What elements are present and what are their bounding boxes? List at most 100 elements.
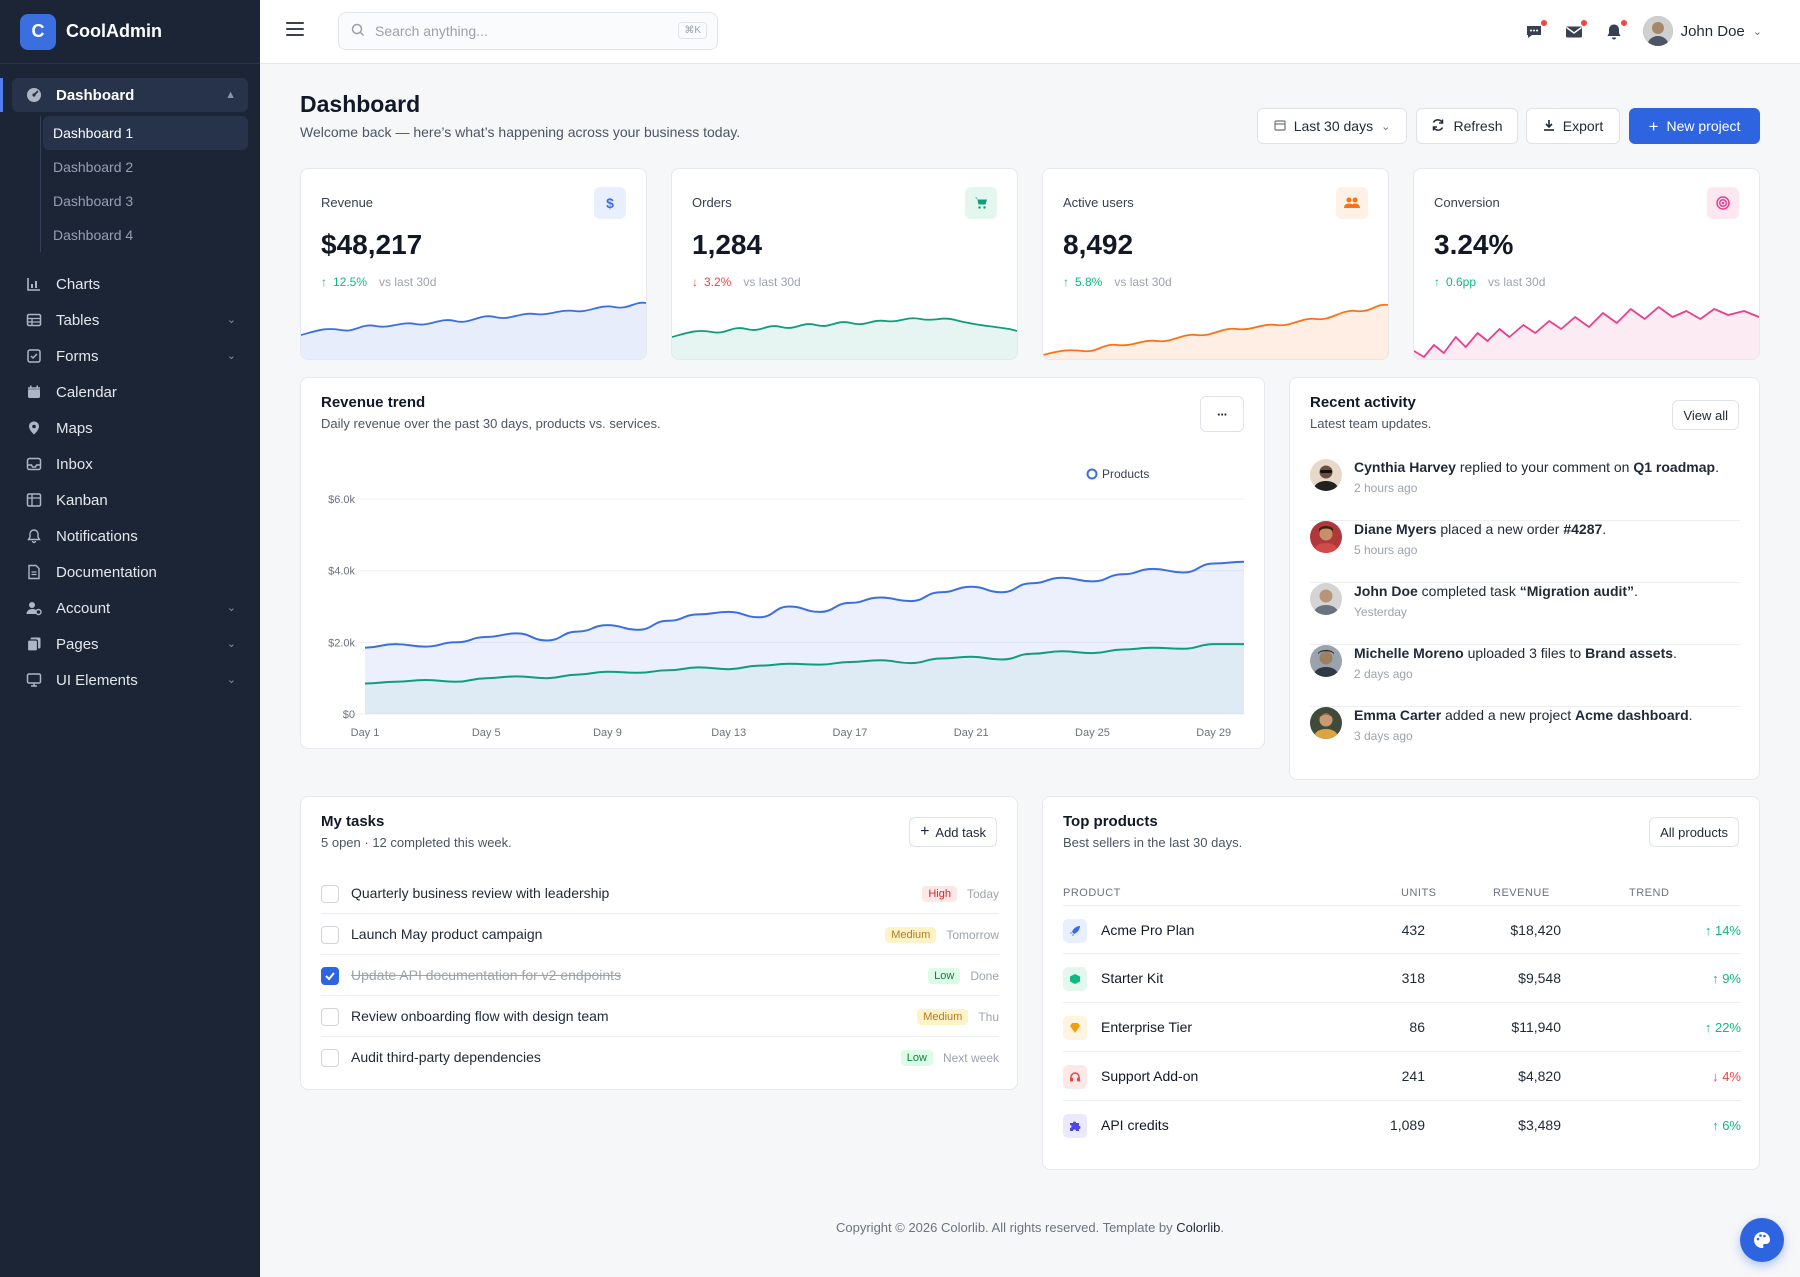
x-tick-label: Day 29 <box>1196 727 1231 739</box>
mail-icon[interactable] <box>1564 19 1588 42</box>
sidebar-subitem-dashboard-1[interactable]: Dashboard 1 <box>43 116 248 150</box>
card-subtitle: 5 open · 12 completed this week. <box>321 835 512 850</box>
activity-time: 5 hours ago <box>1354 543 1418 557</box>
sidebar-item-forms[interactable]: Forms ⌄ <box>0 338 260 374</box>
priority-badge: Medium <box>885 927 937 943</box>
table-row[interactable]: Enterprise Tier 86 $11,940 ↑ 22% <box>1063 1003 1741 1052</box>
kanban-icon <box>26 492 42 508</box>
task-checkbox-checked[interactable] <box>321 967 339 985</box>
pages-icon <box>26 636 42 652</box>
task-checkbox[interactable] <box>321 926 339 944</box>
activity-target[interactable]: Acme dashboard <box>1575 707 1689 723</box>
dashboard-submenu: Dashboard 1 Dashboard 2 Dashboard 3 Dash… <box>40 116 248 252</box>
activity-time: 2 hours ago <box>1354 481 1418 495</box>
sidebar-item-tables[interactable]: Tables ⌄ <box>0 302 260 338</box>
activity-text: Cynthia Harvey replied to your comment o… <box>1354 459 1719 475</box>
sidebar-item-label: Notifications <box>56 527 138 545</box>
sidebar-item-pages[interactable]: Pages ⌄ <box>0 626 260 662</box>
user-name: John Doe <box>1680 22 1745 40</box>
menu-toggle-icon[interactable] <box>286 22 304 40</box>
task-due: Next week <box>942 1051 999 1065</box>
task-checkbox[interactable] <box>321 1008 339 1026</box>
card-title: My tasks <box>321 813 385 830</box>
table-row[interactable]: Starter Kit 318 $9,548 ↑ 9% <box>1063 954 1741 1003</box>
activity-item[interactable]: Michelle Moreno uploaded 3 files to Bran… <box>1310 645 1740 707</box>
theme-palette-button[interactable] <box>1740 1218 1784 1262</box>
activity-time: 3 days ago <box>1354 729 1413 743</box>
add-task-label: Add task <box>935 824 986 840</box>
sidebar-item-dashboard[interactable]: Dashboard ▲ <box>0 78 248 112</box>
activity-item[interactable]: Cynthia Harvey replied to your comment o… <box>1310 459 1740 521</box>
refresh-button[interactable]: Refresh <box>1416 108 1518 144</box>
all-products-button[interactable]: All products <box>1649 817 1739 847</box>
chevron-down-icon: ⌄ <box>226 350 236 362</box>
footer: Copyright © 2026 Colorlib. All rights re… <box>260 1220 1800 1235</box>
sidebar-item-label: Forms <box>56 347 99 365</box>
product-trend: ↑ 6% <box>1712 1118 1741 1133</box>
sidebar-subitem-dashboard-4[interactable]: Dashboard 4 <box>53 227 134 243</box>
more-options-button[interactable]: ··· <box>1200 396 1244 432</box>
bell-icon[interactable] <box>1604 19 1628 42</box>
kpi-label: Orders <box>692 195 732 210</box>
sidebar-item-notifications[interactable]: Notifications <box>0 518 260 554</box>
user-menu[interactable]: John Doe ⌄ <box>1642 16 1762 46</box>
check-icon <box>325 972 335 981</box>
activity-target[interactable]: Brand assets <box>1585 645 1674 661</box>
avatar <box>1310 521 1342 553</box>
activity-item[interactable]: Emma Carter added a new project Acme das… <box>1310 707 1740 769</box>
task-checkbox[interactable] <box>321 885 339 903</box>
sidebar-subitem-dashboard-3[interactable]: Dashboard 3 <box>53 193 134 209</box>
view-all-button[interactable]: View all <box>1672 400 1739 430</box>
footer-link[interactable]: Colorlib <box>1176 1220 1221 1235</box>
sidebar-item-maps[interactable]: Maps <box>0 410 260 446</box>
task-checkbox[interactable] <box>321 1049 339 1067</box>
product-name: Starter Kit <box>1101 970 1164 986</box>
new-project-button[interactable]: + New project <box>1629 108 1760 144</box>
kpi-value: 3.24% <box>1434 229 1514 260</box>
product-revenue: $9,548 <box>1518 970 1561 986</box>
activity-end: . <box>1673 645 1677 661</box>
activity-item[interactable]: Diane Myers placed a new order #4287. 5 … <box>1310 521 1740 583</box>
chat-icon[interactable] <box>1524 19 1548 42</box>
task-title: Quarterly business review with leadershi… <box>351 885 610 901</box>
sidebar-item-charts[interactable]: Charts <box>0 266 260 302</box>
kpi-label: Revenue <box>321 195 374 210</box>
product-units: 86 <box>1409 1019 1425 1035</box>
export-button[interactable]: Export <box>1526 108 1620 144</box>
sidebar-item-ui-elements[interactable]: UI Elements ⌄ <box>0 662 260 698</box>
revenue-trend-chart: $0 $2.0k $4.0k $6.0k Day 1 Day 5 Day 9 Day 13 Da… <box>328 467 1245 739</box>
table-row[interactable]: Acme Pro Plan 432 $18,420 ↑ 14% <box>1063 905 1741 954</box>
table-row[interactable]: Support Add-on 241 $4,820 ↓ 4% <box>1063 1052 1741 1101</box>
sidebar-item-inbox[interactable]: Inbox <box>0 446 260 482</box>
plus-icon: + <box>1648 116 1659 136</box>
sidebar-item-calendar[interactable]: Calendar <box>0 374 260 410</box>
page-title: Dashboard <box>300 91 421 117</box>
sidebar-item-kanban[interactable]: Kanban <box>0 482 260 518</box>
task-item: Audit third-party dependencies Low Next w… <box>321 1037 999 1078</box>
activity-item[interactable]: John Doe completed task “Migration audit… <box>1310 583 1740 645</box>
search-input[interactable]: Search anything... ⌘K <box>338 12 718 50</box>
arrow-up-icon: ↑ <box>1712 1118 1723 1133</box>
sidebar: C CoolAdmin Dashboard ▲ Dashboard 1 Dash… <box>0 0 260 1277</box>
sidebar-item-documentation[interactable]: Documentation <box>0 554 260 590</box>
task-due: Done <box>970 969 999 983</box>
sidebar-subitem-dashboard-2[interactable]: Dashboard 2 <box>53 159 134 175</box>
product-units: 1,089 <box>1389 1117 1425 1133</box>
x-tick-label: Day 25 <box>1075 727 1110 739</box>
activity-target[interactable]: Q1 roadmap <box>1633 459 1716 475</box>
legend-label: Products <box>1102 467 1149 481</box>
sidebar-item-account[interactable]: Account ⌄ <box>0 590 260 626</box>
column-header-trend: TREND <box>1629 887 1670 899</box>
add-task-button[interactable]: + Add task <box>909 817 997 847</box>
priority-badge: High <box>922 886 957 902</box>
activity-target[interactable]: “Migration audit” <box>1519 583 1635 599</box>
brand[interactable]: C CoolAdmin <box>0 0 260 64</box>
brand-name: CoolAdmin <box>66 21 162 41</box>
sidebar-item-label: Pages <box>56 635 99 653</box>
date-range-select[interactable]: Last 30 days ⌄ <box>1257 108 1407 144</box>
search-shortcut: ⌘K <box>678 22 707 39</box>
x-tick-label: Day 17 <box>833 727 868 739</box>
table-row[interactable]: API credits 1,089 $3,489 ↑ 6% <box>1063 1101 1741 1150</box>
dollar-icon: $ <box>594 187 626 219</box>
activity-target[interactable]: #4287 <box>1563 521 1603 537</box>
